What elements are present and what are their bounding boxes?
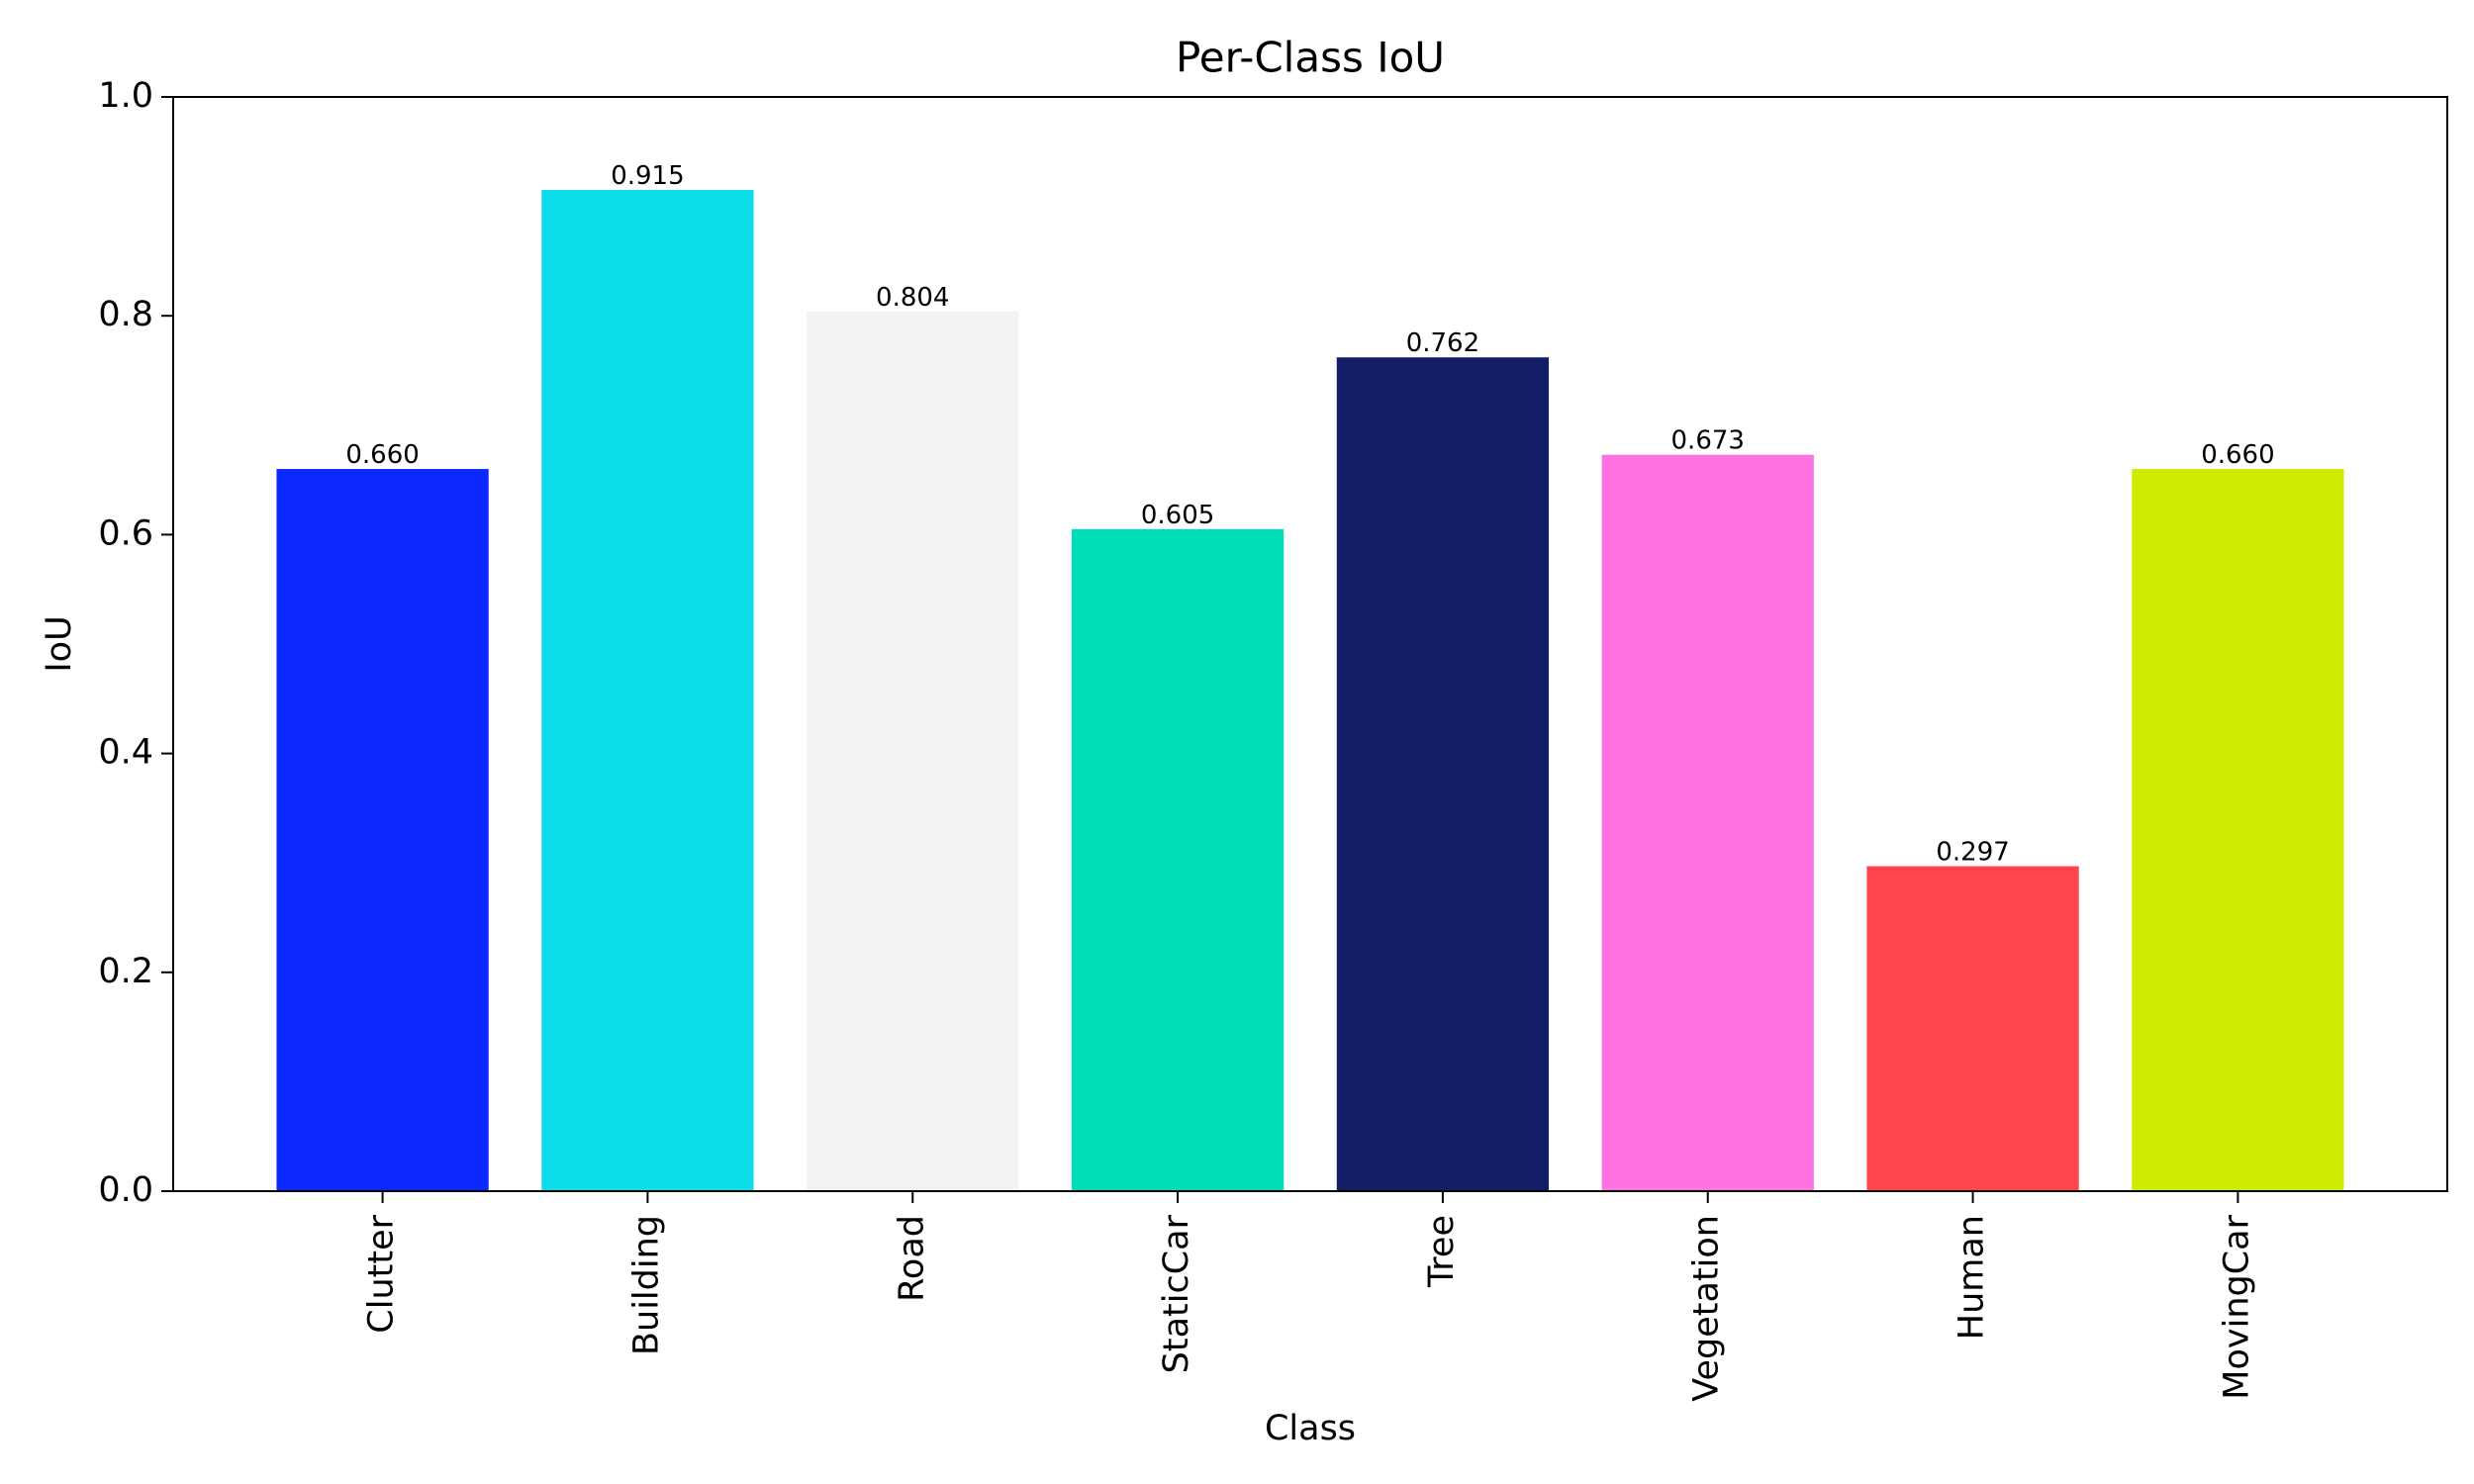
bar	[807, 311, 1019, 1191]
x-tick-label: Human	[1952, 1215, 1992, 1340]
value-label: 0.660	[2201, 440, 2274, 470]
bar	[541, 190, 754, 1191]
x-tick-label: Building	[626, 1215, 666, 1355]
bar	[1071, 528, 1285, 1191]
y-tick-label: 1.0	[98, 76, 153, 116]
value-label: 0.915	[611, 161, 684, 191]
y-tick-label: 0.0	[98, 1170, 153, 1210]
y-tick-label: 0.4	[98, 733, 153, 773]
y-tick-label: 0.8	[98, 295, 153, 334]
x-tick-label: Road	[892, 1215, 931, 1302]
x-tick-label: MovingCar	[2217, 1214, 2256, 1399]
value-label: 0.297	[1936, 838, 2009, 868]
bar	[1601, 454, 1814, 1191]
chart-title: Per-Class IoU	[1176, 34, 1445, 82]
x-tick-label: Clutter	[362, 1214, 402, 1333]
x-tick-label: Tree	[1422, 1215, 1462, 1288]
y-tick-label: 0.6	[98, 513, 153, 553]
x-tick-label: StaticCar	[1157, 1214, 1196, 1373]
value-label: 0.762	[1406, 328, 1479, 358]
y-tick-label: 0.2	[98, 952, 153, 991]
value-label: 0.673	[1671, 426, 1745, 456]
value-label: 0.660	[345, 440, 419, 470]
bar	[276, 469, 489, 1191]
bar	[2132, 469, 2344, 1191]
value-label: 0.804	[876, 283, 949, 313]
y-axis-label: IoU	[40, 615, 79, 672]
x-tick-label: Vegetation	[1687, 1215, 1727, 1402]
bar	[1866, 866, 2079, 1191]
plot-frame	[172, 96, 2448, 1192]
bar	[1336, 357, 1550, 1191]
x-axis-label: Class	[1265, 1409, 1356, 1448]
value-label: 0.605	[1141, 501, 1214, 530]
